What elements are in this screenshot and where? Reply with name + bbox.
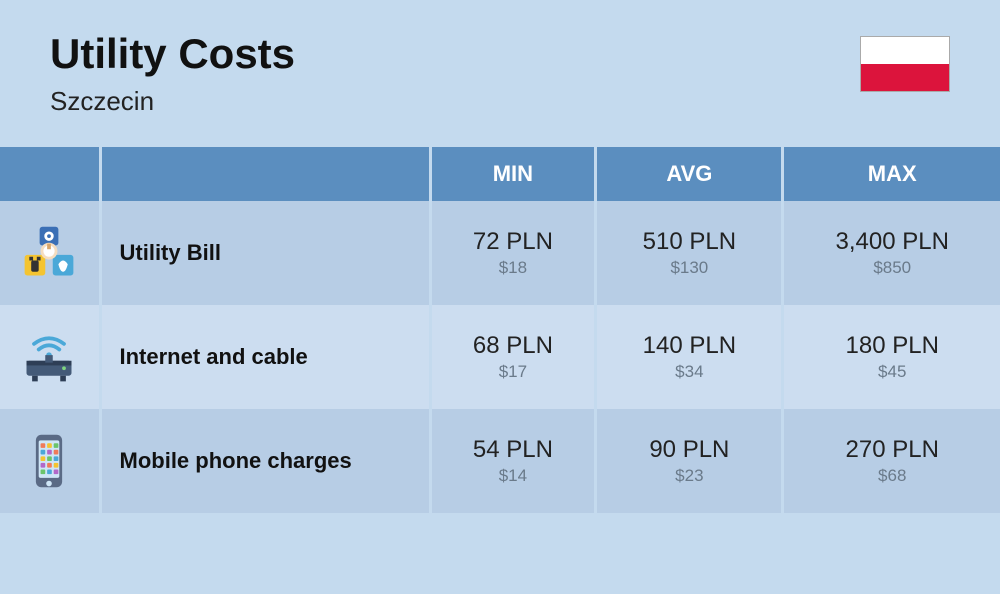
table-header-row: MIN AVG MAX [0,147,1000,201]
page-title: Utility Costs [50,30,295,78]
max-secondary: $850 [794,258,990,278]
avg-primary: 90 PLN [607,436,771,464]
utility-costs-table: MIN AVG MAX [0,147,1000,513]
flag-bottom-stripe [861,64,949,91]
page-subtitle: Szczecin [50,86,295,117]
avg-primary: 510 PLN [607,228,771,256]
col-icon [0,147,100,201]
utility-bill-icon [0,201,100,305]
cell-min: 72 PLN $18 [430,201,596,305]
avg-primary: 140 PLN [607,332,771,360]
header: Utility Costs Szczecin [0,0,1000,147]
min-primary: 68 PLN [442,332,585,360]
col-max: MAX [783,147,1000,201]
header-left: Utility Costs Szczecin [50,30,295,117]
cell-min: 54 PLN $14 [430,409,596,513]
cell-min: 68 PLN $17 [430,305,596,409]
col-min: MIN [430,147,596,201]
col-avg: AVG [596,147,783,201]
table-row: Utility Bill 72 PLN $18 510 PLN $130 3,4… [0,201,1000,305]
min-primary: 54 PLN [442,436,585,464]
min-secondary: $14 [442,466,585,486]
flag-top-stripe [861,37,949,64]
max-primary: 270 PLN [794,436,990,464]
table-row: Internet and cable 68 PLN $17 140 PLN $3… [0,305,1000,409]
min-primary: 72 PLN [442,228,585,256]
row-label: Mobile phone charges [100,409,430,513]
max-primary: 180 PLN [794,332,990,360]
cell-avg: 140 PLN $34 [596,305,783,409]
row-label: Utility Bill [100,201,430,305]
avg-secondary: $130 [607,258,771,278]
cell-avg: 510 PLN $130 [596,201,783,305]
cell-max: 180 PLN $45 [783,305,1000,409]
cell-max: 3,400 PLN $850 [783,201,1000,305]
avg-secondary: $34 [607,362,771,382]
min-secondary: $17 [442,362,585,382]
poland-flag-icon [860,36,950,92]
table-row: Mobile phone charges 54 PLN $14 90 PLN $… [0,409,1000,513]
max-secondary: $68 [794,466,990,486]
max-primary: 3,400 PLN [794,228,990,256]
row-label: Internet and cable [100,305,430,409]
max-secondary: $45 [794,362,990,382]
mobile-phone-icon [0,409,100,513]
cell-avg: 90 PLN $23 [596,409,783,513]
min-secondary: $18 [442,258,585,278]
cell-max: 270 PLN $68 [783,409,1000,513]
avg-secondary: $23 [607,466,771,486]
col-label [100,147,430,201]
internet-cable-icon [0,305,100,409]
